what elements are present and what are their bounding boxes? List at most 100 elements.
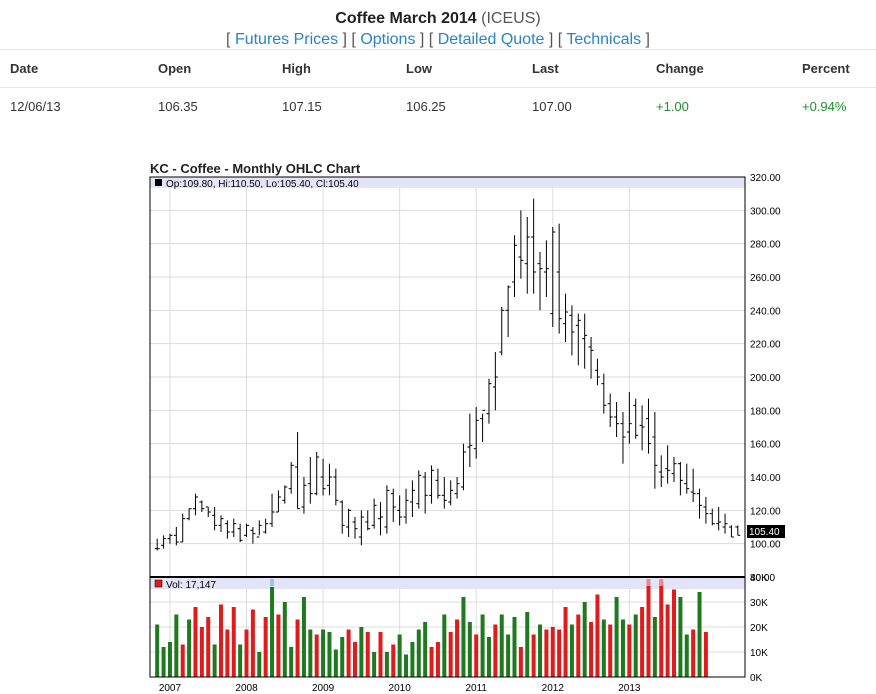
volume-bar	[684, 634, 689, 677]
volume-bar	[187, 619, 192, 677]
ohlc-bar	[218, 515, 224, 532]
volume-bar	[620, 619, 625, 677]
ohlc-bar	[422, 472, 428, 514]
header-open: Open	[158, 49, 282, 88]
quote-nav: [ Futures Prices ] [ Options ] [ Detaile…	[226, 31, 650, 48]
volume-bar	[672, 589, 677, 677]
contract-name: Coffee March 2014	[335, 10, 477, 27]
volume-overflow-mark	[270, 579, 275, 586]
ohlc-bar	[671, 457, 677, 482]
ohlc-bar	[154, 538, 160, 551]
ohlc-bar	[256, 520, 262, 538]
quote-row: 12/06/13 106.35 107.15 106.25 107.00 +1.…	[0, 88, 876, 126]
ohlc-bar	[346, 508, 352, 537]
chart-title: KC - Coffee - Monthly OHLC Chart	[150, 161, 361, 176]
ohlc-bar	[371, 498, 377, 529]
detailed-quote-link[interactable]: Detailed Quote	[437, 31, 545, 48]
ohlc-bar	[435, 468, 441, 499]
volume-bar	[627, 624, 632, 677]
x-tick-label: 2013	[618, 683, 641, 694]
ohlc-bar	[601, 373, 607, 414]
ohlc-bar	[320, 458, 326, 496]
volume-bar	[493, 624, 498, 677]
ohlc-bar	[448, 480, 454, 506]
volume-bar	[416, 629, 421, 677]
ohlc-bar	[722, 513, 728, 534]
ohlc-bar	[652, 412, 658, 489]
volume-tick-label: 10K	[750, 648, 768, 659]
ohlc-bar	[505, 285, 511, 337]
volume-bar	[193, 607, 198, 677]
volume-bar	[601, 619, 606, 677]
ohlc-bar	[409, 480, 415, 517]
volume-bar	[225, 629, 230, 677]
technicals-link[interactable]: Technicals	[566, 31, 642, 48]
volume-bar	[544, 629, 549, 677]
header-date: Date	[0, 49, 158, 88]
volume-bar	[691, 629, 696, 677]
futures-prices-link[interactable]: Futures Prices	[234, 31, 339, 48]
ohlc-bar	[473, 407, 479, 459]
volume-legend-bar	[150, 578, 745, 589]
volume-bar	[321, 629, 326, 677]
volume-bar	[697, 592, 702, 677]
ohlc-bar	[492, 352, 498, 411]
ohlc-bar	[563, 293, 569, 342]
ohlc-bar	[511, 235, 517, 297]
ohlc-bar	[550, 227, 556, 327]
ohlc-bar	[639, 405, 645, 451]
price-tick-label: 120.00	[750, 506, 781, 517]
volume-bar	[512, 617, 517, 677]
options-link[interactable]: Options	[360, 31, 416, 48]
ohlc-bar	[314, 452, 320, 496]
x-tick-label: 2010	[389, 683, 412, 694]
volume-bar	[589, 622, 594, 677]
volume-bar	[397, 634, 402, 677]
price-tick-label: 100.00	[750, 540, 781, 551]
quote-header-row: Date Open High Low Last Change Percent	[0, 49, 876, 88]
volume-bar	[442, 614, 447, 677]
ohlc-bar	[716, 507, 722, 531]
ohlc-bar	[499, 307, 505, 356]
volume-bar	[327, 632, 332, 677]
volume-bar	[550, 627, 555, 677]
volume-bar	[640, 607, 645, 677]
ohlc-bar	[703, 497, 709, 524]
ohlc-bar	[237, 523, 243, 542]
x-tick-label: 2011	[465, 683, 487, 694]
volume-bar	[199, 627, 204, 677]
ohlc-bar	[397, 495, 403, 526]
volume-bar	[595, 594, 600, 677]
volume-bar	[238, 644, 243, 677]
ohlc-bar	[161, 535, 167, 549]
ohlc-bar	[333, 468, 339, 506]
volume-bar	[301, 597, 306, 677]
volume-bar	[703, 632, 708, 677]
ohlc-bar	[263, 518, 269, 534]
volume-bar	[646, 582, 651, 677]
ohlc-bar	[307, 457, 313, 504]
ohlc-bar	[339, 500, 345, 534]
volume-tick-label: 20K	[750, 623, 768, 634]
price-tick-label: 160.00	[750, 440, 781, 451]
ohlc-bar	[384, 485, 390, 534]
volume-bar	[582, 602, 587, 677]
ohlc-bar	[199, 500, 205, 512]
volume-bar	[531, 634, 536, 677]
volume-bar	[295, 619, 300, 677]
volume-legend: Vol: 17,147	[166, 580, 216, 591]
volume-bar	[506, 634, 511, 677]
ohlc-bar	[186, 508, 192, 521]
volume-bar	[340, 637, 345, 677]
cell-open: 106.35	[158, 99, 198, 114]
volume-bar	[518, 647, 523, 677]
volume-bar	[276, 614, 281, 677]
ohlc-bar	[582, 313, 588, 369]
volume-bar	[608, 624, 613, 677]
volume-bar	[569, 624, 574, 677]
header-change: Change	[656, 49, 802, 88]
volume-bar	[282, 602, 287, 677]
volume-bar	[474, 634, 479, 677]
volume-bar	[180, 644, 185, 677]
page-title: Coffee March 2014 (ICEUS)	[0, 10, 876, 28]
